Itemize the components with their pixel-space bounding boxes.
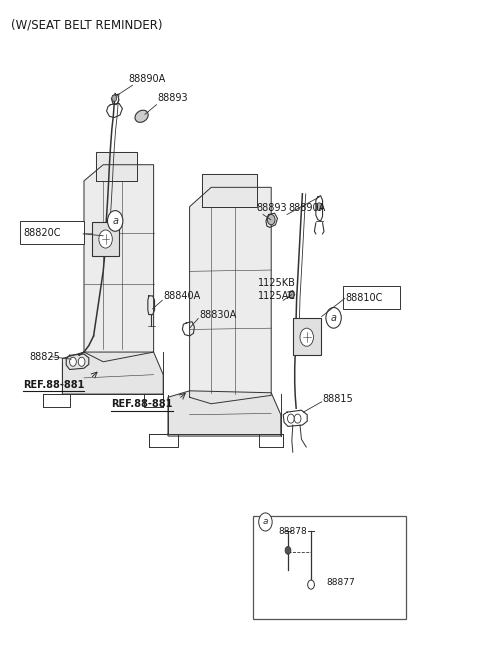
Circle shape bbox=[78, 357, 85, 366]
Text: 88825: 88825 bbox=[30, 351, 60, 362]
Circle shape bbox=[308, 580, 314, 589]
Circle shape bbox=[108, 211, 123, 231]
Text: REF.88-881: REF.88-881 bbox=[23, 380, 84, 390]
Circle shape bbox=[289, 291, 294, 298]
Text: 88820C: 88820C bbox=[23, 227, 60, 238]
Text: 88890A: 88890A bbox=[288, 203, 325, 213]
Polygon shape bbox=[62, 352, 163, 394]
Text: 88815: 88815 bbox=[323, 394, 353, 404]
Text: a: a bbox=[263, 517, 268, 526]
Circle shape bbox=[288, 414, 294, 423]
FancyBboxPatch shape bbox=[253, 516, 406, 619]
Circle shape bbox=[316, 203, 322, 211]
Circle shape bbox=[259, 513, 272, 531]
Polygon shape bbox=[168, 391, 281, 436]
Text: 88893: 88893 bbox=[157, 94, 188, 103]
FancyBboxPatch shape bbox=[293, 318, 321, 355]
Circle shape bbox=[112, 95, 117, 101]
Text: 88893: 88893 bbox=[256, 203, 287, 213]
Circle shape bbox=[300, 328, 313, 346]
Circle shape bbox=[267, 214, 275, 225]
Circle shape bbox=[294, 414, 301, 423]
Circle shape bbox=[285, 547, 291, 554]
Polygon shape bbox=[190, 187, 271, 404]
Circle shape bbox=[70, 357, 76, 366]
Text: a: a bbox=[112, 216, 118, 226]
FancyBboxPatch shape bbox=[92, 222, 119, 256]
Circle shape bbox=[326, 307, 341, 328]
Text: 88890A: 88890A bbox=[129, 74, 166, 84]
Polygon shape bbox=[96, 152, 137, 181]
Text: 88810C: 88810C bbox=[346, 293, 383, 304]
Ellipse shape bbox=[135, 110, 148, 122]
Text: 88877: 88877 bbox=[326, 578, 355, 587]
FancyBboxPatch shape bbox=[343, 286, 400, 309]
Text: 88830A: 88830A bbox=[199, 310, 237, 320]
Polygon shape bbox=[84, 165, 154, 362]
Circle shape bbox=[99, 230, 112, 248]
Polygon shape bbox=[202, 174, 257, 207]
Text: 1125AC: 1125AC bbox=[258, 291, 296, 301]
FancyBboxPatch shape bbox=[20, 221, 84, 244]
Text: 88840A: 88840A bbox=[163, 291, 201, 301]
Text: REF.88-881: REF.88-881 bbox=[111, 399, 173, 410]
Text: 88878: 88878 bbox=[278, 526, 307, 536]
Text: a: a bbox=[331, 313, 336, 323]
Text: (W/SEAT BELT REMINDER): (W/SEAT BELT REMINDER) bbox=[11, 18, 162, 31]
Text: 1125KB: 1125KB bbox=[258, 278, 296, 288]
